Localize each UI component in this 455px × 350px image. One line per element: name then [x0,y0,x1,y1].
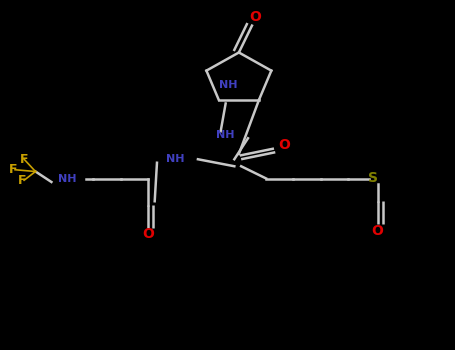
Text: F: F [20,153,28,166]
Text: NH: NH [216,130,234,140]
Text: S: S [368,172,378,186]
Text: F: F [9,163,17,176]
Text: F: F [18,174,26,187]
Text: NH: NH [219,80,238,90]
Text: O: O [278,138,290,152]
Text: O: O [372,224,384,238]
Text: NH: NH [166,154,184,164]
Text: NH: NH [58,174,76,183]
Text: O: O [142,228,154,241]
Text: O: O [249,10,261,24]
